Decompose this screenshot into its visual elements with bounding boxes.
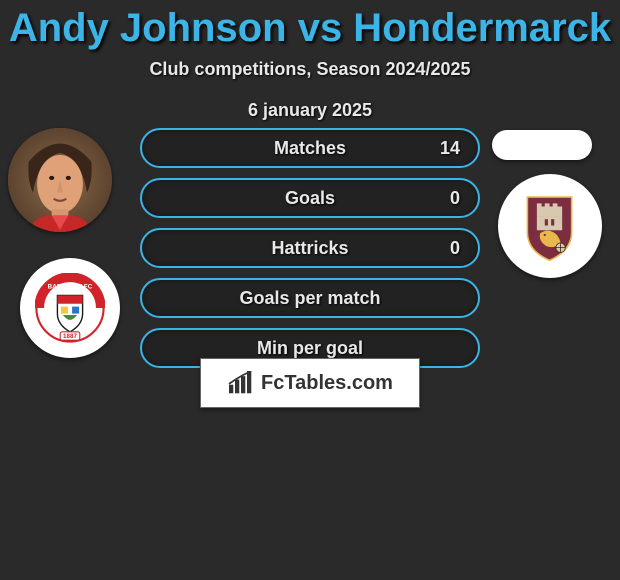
stat-row-goals: Goals 0 <box>140 178 480 218</box>
stat-row-goals-per-match: Goals per match <box>140 278 480 318</box>
stat-right-value: 0 <box>450 180 460 216</box>
stat-right-value: 14 <box>440 130 460 166</box>
date-text: 6 january 2025 <box>0 100 620 121</box>
branding-text: FcTables.com <box>261 372 393 395</box>
fctables-link[interactable]: FcTables.com <box>200 358 420 408</box>
stat-row-matches: Matches 14 <box>140 128 480 168</box>
club-left-crest: BARNSLEY FC 1887 <box>20 258 120 358</box>
subtitle: Club competitions, Season 2024/2025 <box>0 59 620 80</box>
stat-label: Matches <box>142 130 478 166</box>
player-left-avatar <box>8 128 112 232</box>
stat-label: Goals <box>142 180 478 216</box>
svg-text:BARNSLEY FC: BARNSLEY FC <box>48 283 93 290</box>
stat-right-value: 0 <box>450 230 460 266</box>
stat-label: Goals per match <box>142 280 478 316</box>
comparison-card: Andy Johnson vs Hondermarck Club competi… <box>0 6 620 580</box>
club-right-crest <box>498 174 602 278</box>
stats-list: Matches 14 Goals 0 Hattricks 0 Goals per… <box>140 128 480 368</box>
page-title: Andy Johnson vs Hondermarck <box>0 6 620 51</box>
stat-label: Hattricks <box>142 230 478 266</box>
club-left-year: 1887 <box>63 333 78 340</box>
stat-row-hattricks: Hattricks 0 <box>140 228 480 268</box>
player-right-avatar-placeholder <box>492 130 592 160</box>
bar-chart-icon <box>227 371 255 395</box>
